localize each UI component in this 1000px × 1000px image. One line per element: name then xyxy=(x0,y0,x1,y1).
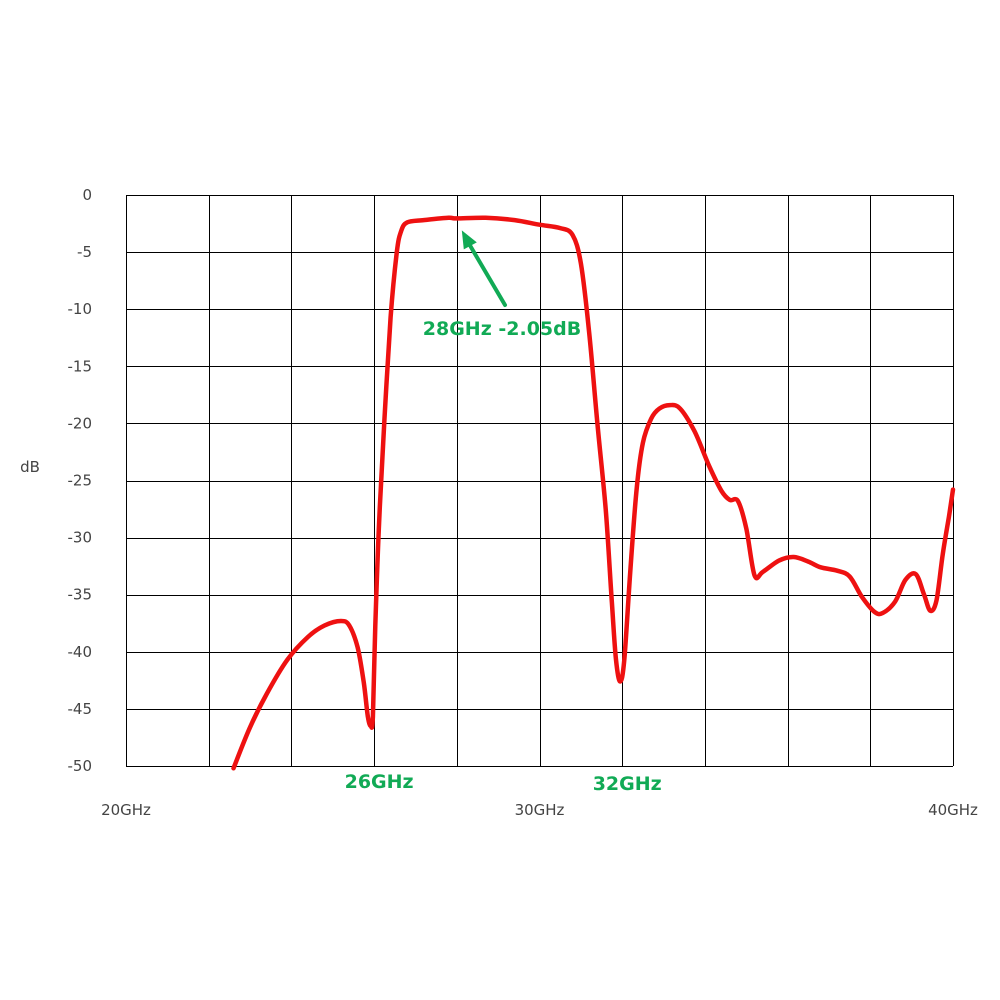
y-tick-label: -40 xyxy=(68,643,93,661)
y-tick-label: -25 xyxy=(68,472,93,490)
y-tick-label: -20 xyxy=(68,414,93,432)
y-tick-label: -15 xyxy=(68,357,93,375)
series-line xyxy=(231,215,956,771)
y-tick-label: -45 xyxy=(68,700,93,718)
y-tick-label: 0 xyxy=(82,186,92,204)
x-tick-label: 20GHz xyxy=(101,801,151,819)
annotations: 28GHz -2.05dB 26GHz 32GHz xyxy=(345,230,662,795)
x-tick-label: 40GHz xyxy=(928,801,978,819)
y-tick-label: -35 xyxy=(68,586,93,604)
series xyxy=(231,215,956,771)
grid xyxy=(126,195,954,767)
y-tick-label: -30 xyxy=(68,529,93,547)
y-axis-label: dB xyxy=(20,458,40,476)
x-tick-label: 30GHz xyxy=(515,801,565,819)
y-tick-label: -5 xyxy=(77,243,92,261)
y-tick-labels: 0 -5 -10 -15 -20 -25 -30 -35 -40 -45 -50 xyxy=(68,186,93,775)
x-tick-labels: 20GHz 30GHz 40GHz xyxy=(101,801,978,819)
y-tick-label: -10 xyxy=(68,300,93,318)
y-tick-label: -50 xyxy=(68,757,93,775)
annotation-arrow-head xyxy=(461,230,477,250)
annotation-26ghz-label: 26GHz xyxy=(345,771,414,793)
annotation-arrow-shaft xyxy=(466,241,507,307)
annotation-32ghz-label: 32GHz xyxy=(593,773,662,795)
annotation-peak-label: 28GHz -2.05dB xyxy=(423,318,581,340)
